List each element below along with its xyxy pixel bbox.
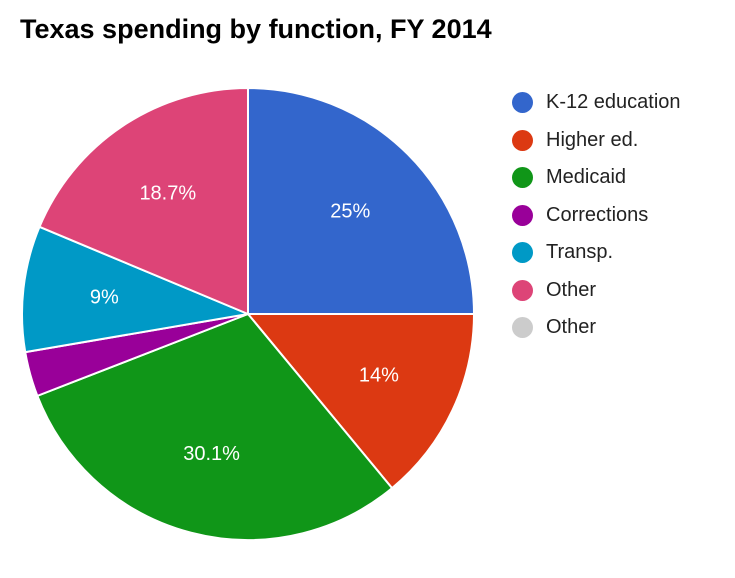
legend-label-k12-education: K-12 education	[546, 91, 681, 114]
legend-label-other: Other	[546, 278, 597, 301]
legend-swatch-other	[512, 279, 533, 301]
legend-swatch-higher-ed	[512, 129, 533, 151]
legend-item-other-2: Other	[512, 309, 732, 347]
pie-slice-medicaid-2	[36, 313, 394, 541]
legend-item-higher-ed: Higher ed.	[512, 122, 732, 160]
legend-swatch-medicaid	[512, 167, 533, 189]
data-label-higher-ed-1: 14%	[359, 365, 399, 387]
data-label-medicaid-2: 30.1%	[183, 443, 240, 465]
data-label-k-12-education-0: 25%	[330, 201, 370, 223]
legend: K-12 education Higher ed. Medicaid Corre…	[512, 84, 732, 347]
data-label-other-5: 18.7%	[139, 183, 196, 205]
legend-label-higher-ed: Higher ed.	[546, 128, 639, 151]
data-label-transp-4: 9%	[90, 287, 119, 309]
legend-item-corrections: Corrections	[512, 197, 732, 235]
legend-item-transp: Transp.	[512, 234, 732, 272]
pie-slice-transp-4	[21, 225, 249, 354]
pie-slice-k-12-education-0	[247, 87, 475, 315]
legend-item-k12-education: K-12 education	[512, 84, 732, 122]
legend-item-medicaid: Medicaid	[512, 159, 732, 197]
legend-label-corrections: Corrections	[546, 203, 649, 226]
pie-slice-higher-ed-1	[247, 313, 475, 490]
legend-swatch-corrections	[512, 204, 533, 226]
legend-item-other: Other	[512, 272, 732, 310]
pie-slice-other-5	[38, 87, 249, 315]
legend-label-medicaid: Medicaid	[546, 166, 627, 189]
legend-swatch-k12-education	[512, 92, 533, 114]
legend-swatch-transp	[512, 242, 533, 264]
legend-label-transp: Transp.	[546, 241, 614, 264]
chart-title: Texas spending by function, FY 2014	[20, 14, 492, 44]
legend-label-other-2: Other	[546, 316, 597, 339]
legend-swatch-other-2	[512, 317, 533, 339]
